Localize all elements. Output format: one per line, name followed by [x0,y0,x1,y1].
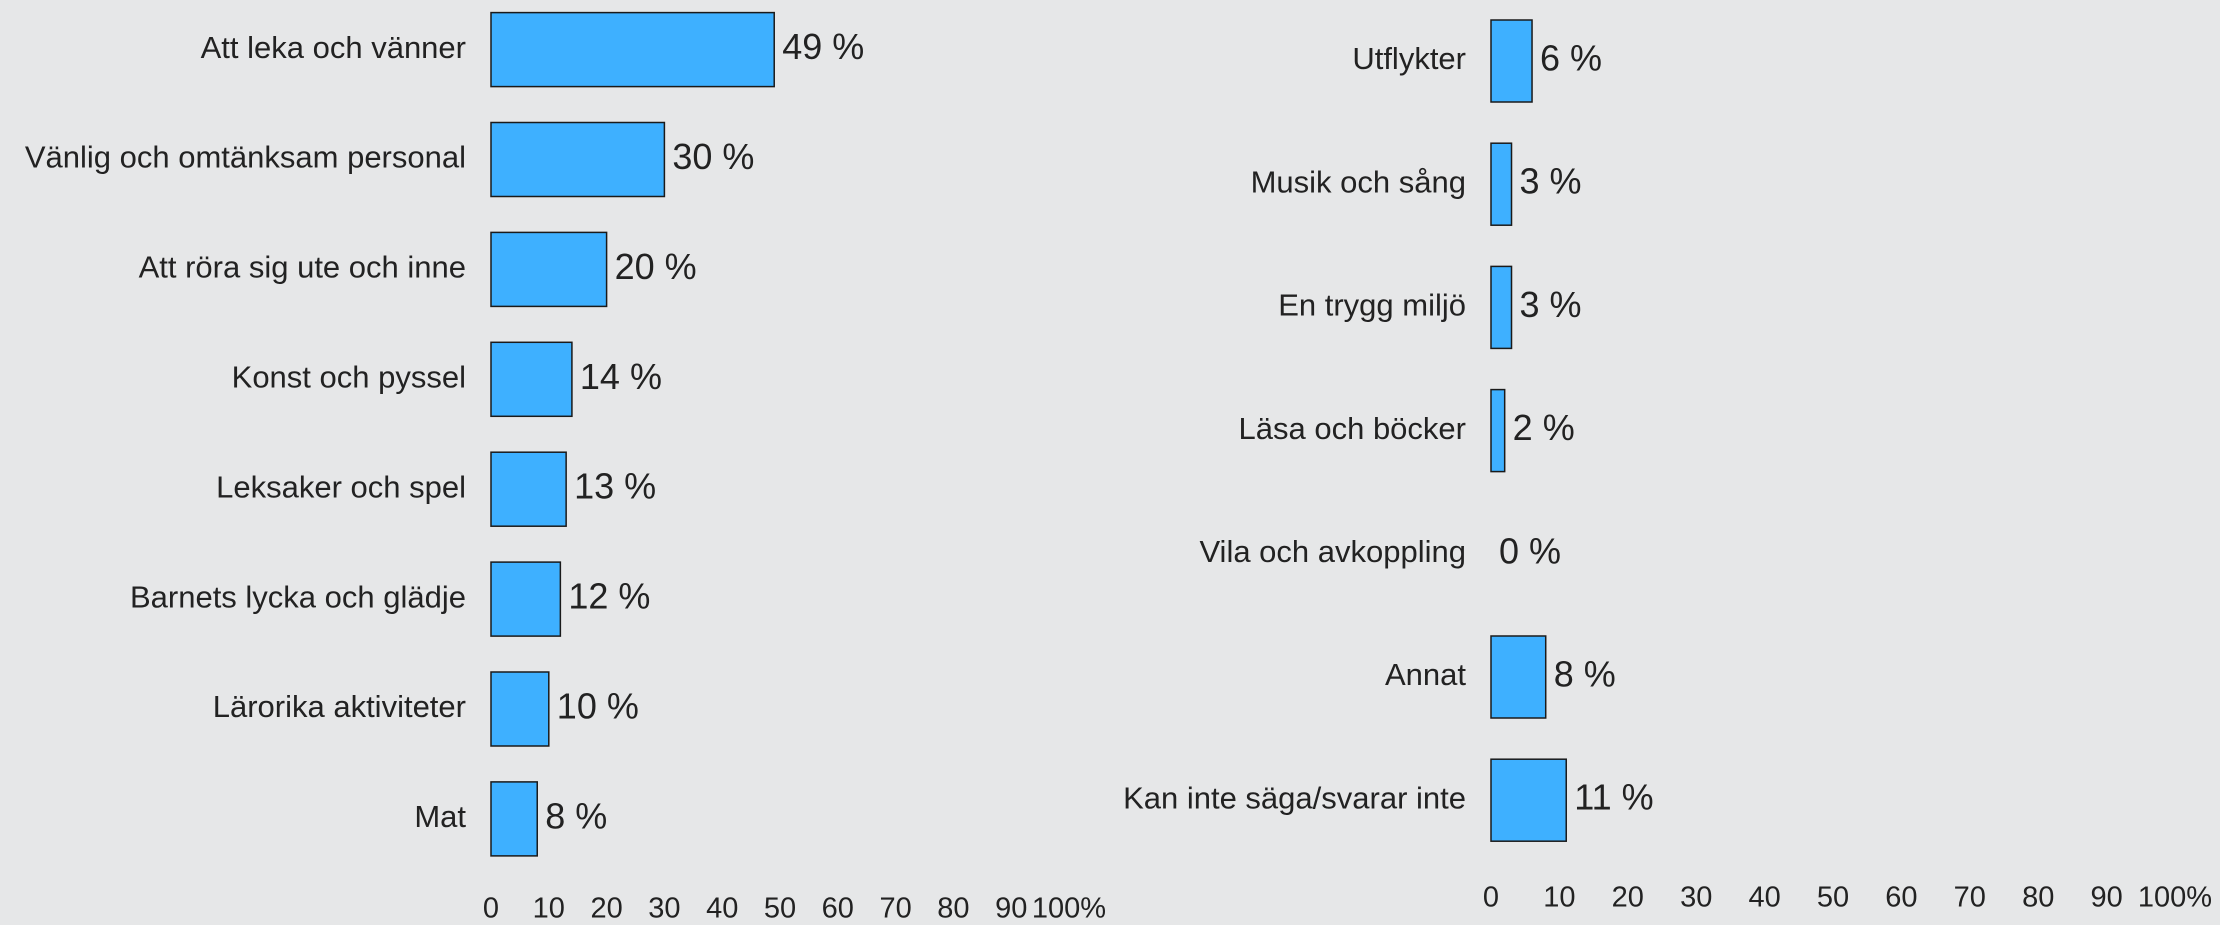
value-label: 20 % [615,246,697,287]
category-label: Vila och avkoppling [1199,534,1466,569]
bar [1490,388,1506,473]
bar [1490,142,1513,226]
value-label: 2 % [1513,407,1575,448]
x-tick-label: 100% [1032,893,1106,925]
value-label: 8 % [545,795,607,836]
category-label: Barnets lycka och glädje [130,579,466,614]
bar [1490,635,1547,719]
bar [490,781,538,857]
value-label: 13 % [574,466,656,507]
x-tick-label: 40 [1748,882,1780,914]
value-label: 14 % [580,356,662,397]
x-tick-label: 50 [764,893,796,925]
bar [1490,265,1513,350]
category-label: Annat [1385,657,1466,692]
x-tick-label: 60 [822,893,854,925]
category-label: Läsa och böcker [1239,411,1466,446]
bar [1490,758,1567,842]
value-label: 49 % [782,26,864,67]
value-label: 3 % [1520,161,1582,202]
x-tick-label: 70 [879,893,911,925]
x-tick-label: 30 [1680,882,1712,914]
x-tick-label: 90 [995,893,1027,925]
value-label: 10 % [557,686,639,727]
x-tick-label: 90 [2090,882,2122,914]
value-label: 6 % [1540,38,1602,79]
value-label: 30 % [672,136,754,177]
bar [490,231,608,308]
bar [490,341,573,418]
x-tick-label: 0 [483,893,499,925]
x-tick-label: 20 [1612,882,1644,914]
bar [490,451,567,527]
category-label: En trygg miljö [1278,288,1466,323]
category-label: Utflykter [1352,41,1466,76]
bar [490,121,666,198]
x-tick-label: 30 [648,893,680,925]
value-label: 11 % [1574,777,1653,818]
bar [1490,19,1533,103]
bar [490,671,550,747]
category-label: Vänlig och omtänksam personal [25,140,466,175]
category-label: Att röra sig ute och inne [139,250,466,285]
value-label: 0 % [1499,530,1561,571]
x-tick-label: 40 [706,893,738,925]
category-label: Kan inte säga/svarar inte [1123,780,1466,815]
category-label: Konst och pyssel [232,359,466,394]
x-tick-label: 60 [1885,882,1917,914]
x-tick-label: 0 [1483,882,1499,914]
x-tick-label: 80 [2022,882,2054,914]
value-label: 12 % [568,576,650,617]
category-label: Musik och sång [1251,164,1466,199]
value-label: 8 % [1554,654,1616,695]
x-tick-label: 100% [2138,882,2212,914]
category-label: Att leka och vänner [201,30,466,65]
bar [490,561,562,637]
value-label: 3 % [1520,284,1582,325]
x-tick-label: 10 [533,893,565,925]
category-label: Leksaker och spel [216,469,466,504]
x-tick-label: 10 [1543,882,1575,914]
x-tick-label: 80 [937,893,969,925]
x-tick-label: 50 [1817,882,1849,914]
category-label: Mat [414,799,466,834]
category-label: Lärorika aktiviteter [213,689,466,724]
x-tick-label: 70 [1954,882,1986,914]
x-tick-label: 20 [590,893,622,925]
bar [490,11,775,88]
